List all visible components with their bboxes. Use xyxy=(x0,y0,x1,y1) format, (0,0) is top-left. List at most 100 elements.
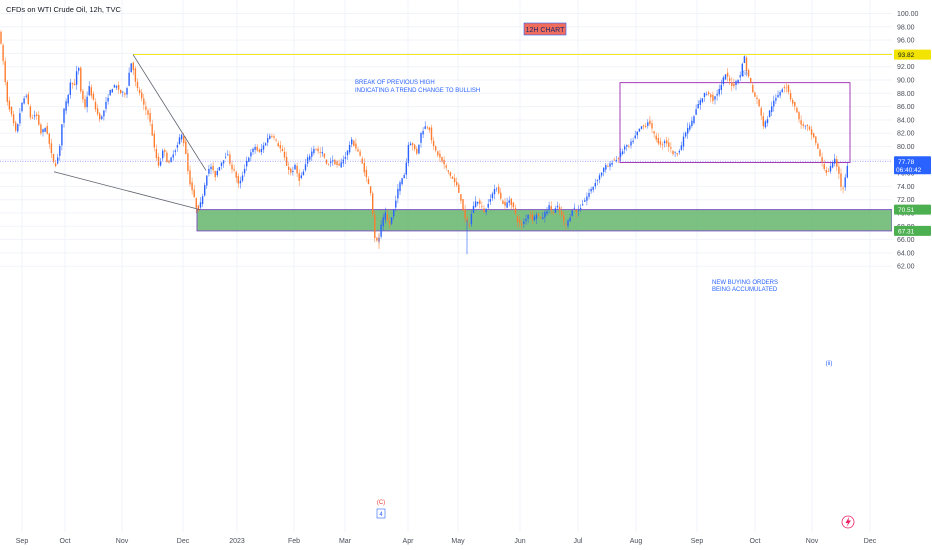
candle-body xyxy=(67,94,69,104)
candle-body xyxy=(344,156,347,159)
candle-body xyxy=(493,189,496,195)
candle-body xyxy=(571,210,573,216)
time-axis[interactable]: Sep Oct Nov Dec 2023 Feb Mar Apr May Jun Jul Aug Sep… xyxy=(16,538,877,545)
candle-body xyxy=(17,124,19,132)
chart-symbol-title: CFDs on WTI Crude Oil, 12h, TVC xyxy=(6,5,121,14)
candle-body xyxy=(75,71,78,85)
candle-body xyxy=(649,120,651,124)
candle-body xyxy=(195,198,197,208)
candle-body xyxy=(464,209,466,219)
candle-body xyxy=(441,156,443,162)
candle-body xyxy=(787,85,790,93)
candle-body xyxy=(235,171,237,178)
candle-body xyxy=(657,138,659,144)
candle-body xyxy=(523,221,525,225)
candle-body xyxy=(563,214,565,222)
candle-body xyxy=(443,160,445,165)
candle-body xyxy=(248,157,250,162)
candle-body xyxy=(138,89,141,93)
candle-body xyxy=(214,170,216,178)
candle-body xyxy=(44,128,46,132)
candle-body xyxy=(10,106,13,115)
time-tick-label: Mar xyxy=(339,538,352,545)
candle-body xyxy=(430,127,433,141)
price-axis[interactable]: 100.0098.0096.0094.0092.0090.0088.0086.0… xyxy=(892,0,932,550)
candle-body xyxy=(775,97,777,101)
candle-body xyxy=(439,153,441,158)
candle-body xyxy=(750,77,752,83)
candle-body xyxy=(162,150,164,159)
candle-body xyxy=(634,135,636,139)
candle-body xyxy=(548,205,550,210)
candle-body xyxy=(829,166,832,172)
candle-body xyxy=(416,148,418,154)
candle-body xyxy=(351,139,353,145)
zones-layer xyxy=(196,82,893,232)
candle-body xyxy=(785,87,788,89)
candle-body xyxy=(739,75,741,78)
candle-body xyxy=(477,201,479,204)
candle-body xyxy=(409,143,412,146)
candle-body xyxy=(59,146,61,156)
candle-body xyxy=(640,126,643,129)
candle-body xyxy=(584,200,586,202)
candle-body xyxy=(57,157,59,164)
candle-body xyxy=(367,178,370,185)
candle-body xyxy=(743,56,746,63)
candle-body xyxy=(229,154,231,164)
candle-body xyxy=(369,186,372,194)
candle-body xyxy=(579,208,582,210)
candle-body xyxy=(760,108,762,116)
candle-body xyxy=(225,156,227,158)
candle-body xyxy=(756,97,758,100)
candle-body xyxy=(71,82,74,84)
candle-body xyxy=(330,160,332,163)
candle-body xyxy=(201,196,204,205)
candle-body xyxy=(65,101,67,111)
candle-body xyxy=(483,208,485,213)
candle-body xyxy=(365,169,368,178)
candle-body xyxy=(23,98,25,104)
candle-body xyxy=(54,163,57,167)
lightning-icon[interactable] xyxy=(841,515,855,529)
candle-body xyxy=(216,170,218,176)
candle-body xyxy=(462,199,464,211)
candle-body xyxy=(680,145,683,150)
candle-body xyxy=(180,134,183,140)
time-tick-label: Nov xyxy=(116,538,129,545)
candle-body xyxy=(527,214,529,219)
candle-body xyxy=(141,92,143,99)
candle-body xyxy=(193,189,195,198)
candle-body xyxy=(12,114,15,123)
candle-body xyxy=(626,144,628,147)
candle-body xyxy=(842,188,844,189)
candle-body xyxy=(525,219,527,222)
candle-body xyxy=(687,127,689,134)
candle-body xyxy=(569,217,571,222)
candle-body xyxy=(582,204,584,206)
candle-body xyxy=(752,85,754,93)
candle-body xyxy=(166,152,168,163)
candle-body xyxy=(615,160,617,162)
candle-body xyxy=(550,206,552,211)
candle-body xyxy=(84,99,86,108)
candle-body xyxy=(393,209,395,217)
candle-body xyxy=(283,151,286,158)
candle-body xyxy=(470,214,473,225)
candle-body xyxy=(319,152,321,153)
candle-body xyxy=(617,158,620,159)
candle-body xyxy=(134,68,137,82)
time-tick-label: Nov xyxy=(806,538,819,545)
candle-body xyxy=(231,164,233,170)
candle-body xyxy=(294,164,296,170)
candle-body xyxy=(269,135,271,139)
candle-body xyxy=(487,203,489,208)
candle-body xyxy=(777,95,779,98)
candle-body xyxy=(31,117,34,119)
candle-body xyxy=(575,210,578,213)
candle-body xyxy=(411,143,414,146)
candle-body xyxy=(42,129,44,133)
candle-body xyxy=(714,96,716,100)
candle-body xyxy=(663,141,666,144)
